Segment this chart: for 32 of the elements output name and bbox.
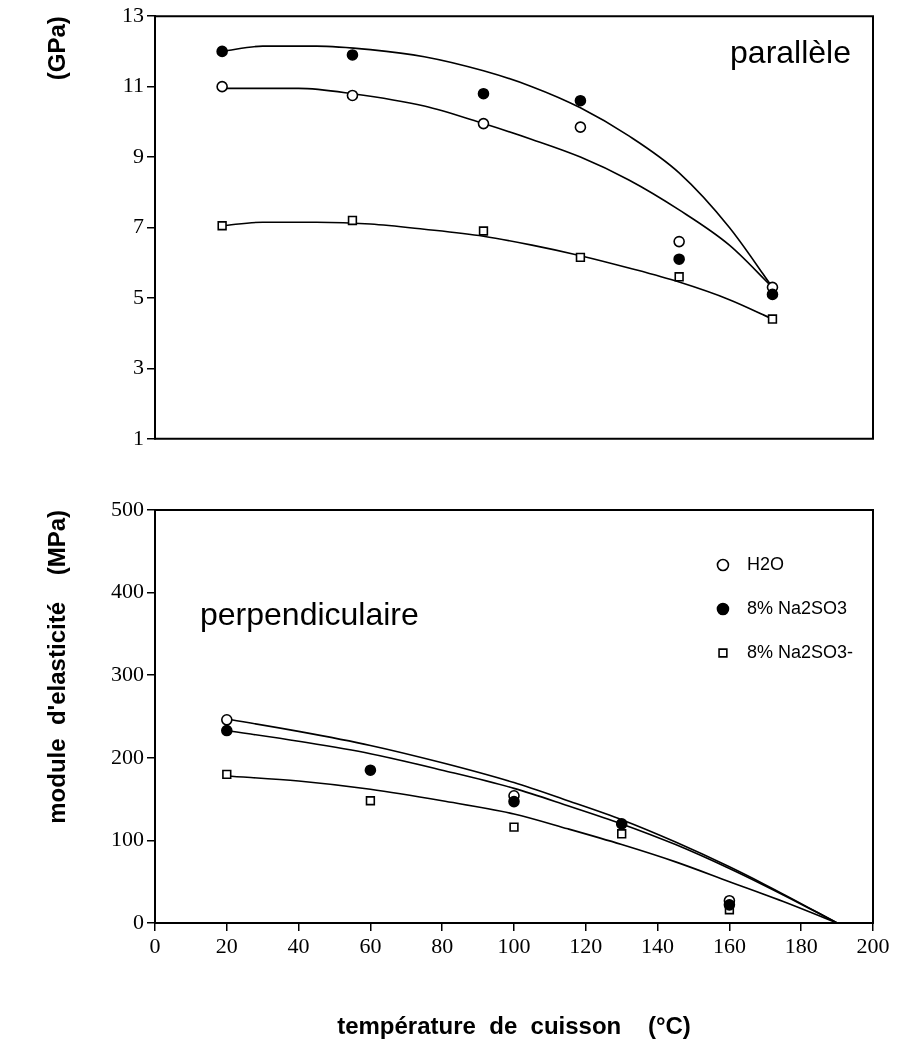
legend-label: 8% Na2SO3- [746, 641, 854, 662]
y-tick-label: 3 [133, 354, 144, 380]
legend-label: 8% Na2SO3 [746, 597, 848, 618]
x-tick-label: 0 [149, 932, 161, 958]
y-tick-label: 9 [133, 142, 144, 168]
y-tick-label: 5 [133, 283, 144, 309]
x-tick-label: 140 [641, 932, 675, 958]
legend-label: H2O [746, 553, 784, 574]
x-tick-label: 200 [856, 932, 890, 958]
y-axis-title: module d'elasticité (MPa) [43, 510, 71, 824]
x-tick-label: 100 [497, 932, 531, 958]
y-tick-label: 500 [111, 495, 144, 521]
annotation: perpendiculaire [200, 595, 419, 632]
x-tick-label: 120 [569, 932, 603, 958]
x-tick-label: 180 [784, 932, 818, 958]
y-tick-label: 200 [111, 743, 144, 769]
annotation: parallèle [730, 34, 851, 71]
y-tick-label: 13 [122, 1, 144, 27]
y-axis-title: (GPa) [43, 16, 71, 81]
y-tick-label: 7 [133, 213, 144, 239]
x-tick-label: 20 [215, 932, 238, 958]
x-tick-label: 160 [712, 932, 746, 958]
x-tick-label: 40 [287, 932, 310, 958]
x-tick-label: 60 [359, 932, 382, 958]
y-tick-label: 100 [111, 826, 144, 852]
y-tick-label: 11 [122, 72, 144, 98]
x-axis-title: température de cuisson (°C) [337, 1012, 691, 1040]
y-tick-label: 0 [133, 908, 144, 934]
x-tick-label: 80 [431, 932, 454, 958]
y-tick-label: 1 [133, 424, 144, 450]
y-tick-label: 400 [111, 578, 144, 604]
y-tick-label: 300 [111, 660, 144, 686]
